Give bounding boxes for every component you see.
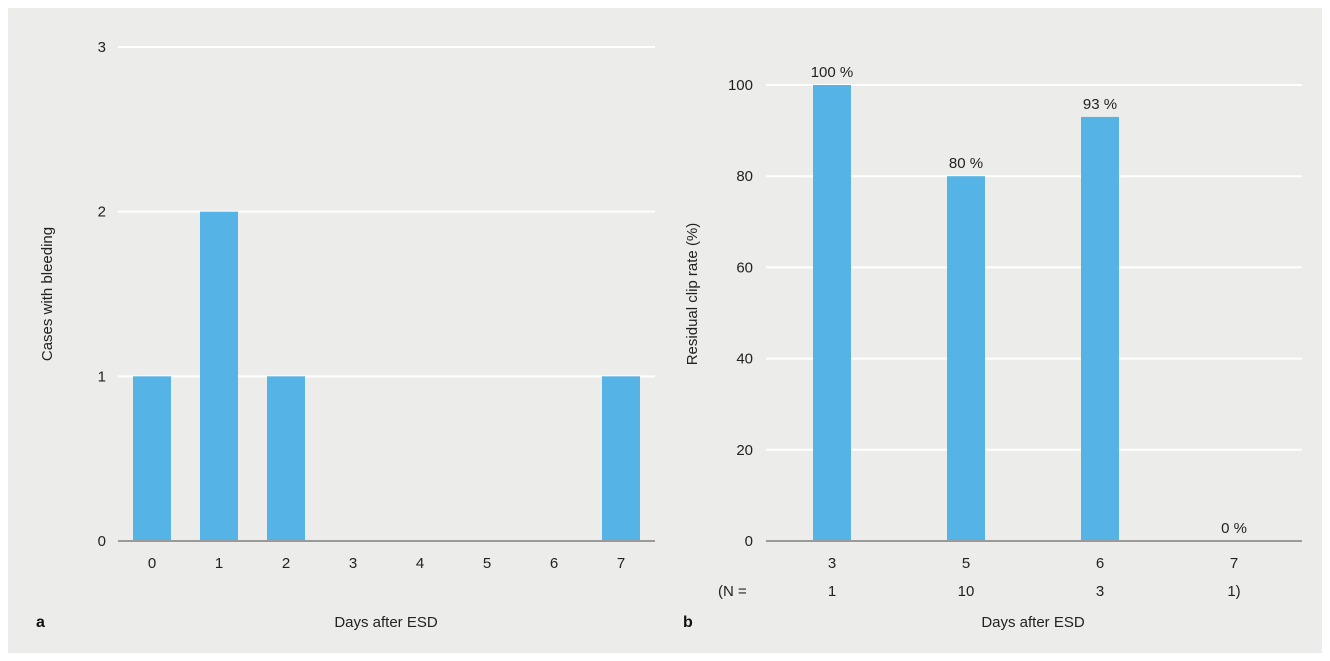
panel-b-n-label: 1) xyxy=(1227,583,1240,600)
panel-b-x-tick-label: 5 xyxy=(962,555,970,572)
panel-b-y-tick-label: 100 xyxy=(728,77,753,94)
panel-a-x-tick-label: 0 xyxy=(148,555,156,572)
panel-a-x-ticks: 0 1 2 3 4 5 6 7 xyxy=(118,540,655,572)
panel-a-bars xyxy=(133,211,640,541)
panel-b-x-tick-label: 7 xyxy=(1230,555,1238,572)
panel-b-y-tick-label: 40 xyxy=(736,351,753,368)
panel-a-letter: a xyxy=(36,614,45,631)
panel-b-bar xyxy=(1081,116,1119,542)
panel-a-x-tick-label: 1 xyxy=(215,555,223,572)
panel-a-bar xyxy=(200,211,238,541)
panel-b-x-axis-label: Days after ESD xyxy=(981,614,1085,631)
panel-b-data-labels: 100 % 80 % 93 % 0 % xyxy=(811,64,1247,537)
panel-b-data-label: 80 % xyxy=(949,155,983,172)
panel-b-n-prefix: (N = xyxy=(718,583,747,600)
panel-a-x-axis-label: Days after ESD xyxy=(334,614,438,631)
panel-a-x-tick-label: 2 xyxy=(282,555,290,572)
panel-b-y-tick-label: 80 xyxy=(736,168,753,185)
panel-b-data-label: 93 % xyxy=(1083,96,1117,113)
panel-a-x-tick-label: 7 xyxy=(617,555,625,572)
panel-b-data-label: 0 % xyxy=(1221,520,1247,537)
panel-a-bar xyxy=(602,376,640,541)
panel-a-chart: 0 1 2 3 0 1 2 3 4 5 6 7 Cases with bleeding Days a… xyxy=(36,39,655,631)
panel-a-bar xyxy=(267,376,305,541)
panel-b-y-axis-label: Residual clip rate (%) xyxy=(684,223,701,366)
panel-b-y-tick-label: 20 xyxy=(736,442,753,459)
panel-a-y-tick-label: 0 xyxy=(98,533,106,550)
panel-b-gridlines xyxy=(766,84,1302,451)
panel-b-bar xyxy=(813,85,851,541)
panel-a-x-tick-label: 5 xyxy=(483,555,491,572)
panel-a-y-tick-label: 2 xyxy=(98,204,106,221)
panel-a-y-tick-label: 1 xyxy=(98,368,106,385)
panel-b-bar xyxy=(947,176,985,541)
panel-b-x-tick-label: 6 xyxy=(1096,555,1104,572)
panel-a-x-tick-label: 6 xyxy=(550,555,558,572)
panel-a-x-tick-label: 3 xyxy=(349,555,357,572)
panel-b-n-label: 3 xyxy=(1096,583,1104,600)
panel-b-data-label: 100 % xyxy=(811,64,854,81)
panel-a-y-axis-label: Cases with bleeding xyxy=(39,227,56,361)
panel-b-bars xyxy=(813,85,1119,542)
panel-a-gridlines xyxy=(118,46,655,378)
panel-b-y-tick-label: 0 xyxy=(745,533,753,550)
panel-b-x-ticks: 3 5 6 7 xyxy=(766,540,1302,572)
panel-a-bar xyxy=(133,376,171,541)
panel-b-y-tick-label: 60 xyxy=(736,259,753,276)
panel-a-y-tick-label: 3 xyxy=(98,39,106,56)
panel-b-n-label: 10 xyxy=(958,583,975,600)
panel-b-x-tick-label: 3 xyxy=(828,555,836,572)
panel-a-y-ticks: 0 1 2 3 xyxy=(98,39,106,550)
panel-b-y-ticks: 0 20 40 60 80 100 xyxy=(728,77,753,550)
panel-b-n-labels: 1 10 3 1) xyxy=(828,583,1241,600)
panel-b-letter: b xyxy=(683,614,693,631)
panel-a-x-tick-label: 4 xyxy=(416,555,424,572)
panel-b-n-label: 1 xyxy=(828,583,836,600)
